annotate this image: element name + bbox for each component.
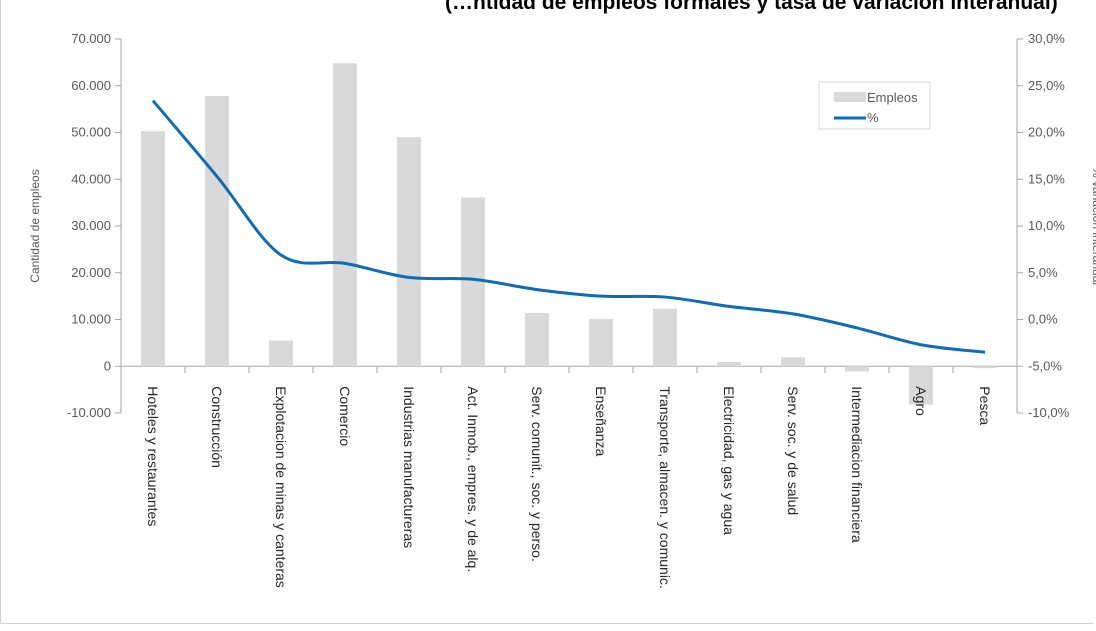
y-tick-label-right: 30,0% (1028, 31, 1065, 46)
bar (269, 340, 293, 367)
x-tick-label: Explotacion de minas y canteras (273, 386, 289, 588)
y-tick-label-left: 50.000 (71, 125, 111, 140)
series-line-pct (151, 99, 986, 354)
bar (461, 197, 485, 367)
bar (397, 137, 421, 367)
bar (909, 366, 933, 405)
y-tick-label-right: 5,0% (1028, 265, 1058, 280)
legend-label-empleos: Empleos (867, 90, 918, 105)
y-tick-label-left: 60.000 (71, 78, 111, 93)
x-tick-label: Electricidad, gas y agua (721, 386, 737, 535)
bar (781, 357, 805, 367)
y-tick-label-left: 30.000 (71, 218, 111, 233)
x-tick-label: Agro (913, 386, 929, 416)
x-tick-label: Serv. comunit., soc. y perso. (529, 386, 545, 562)
x-tick-label: Transporte, almacen. y comunic. (657, 386, 673, 589)
bar (141, 131, 165, 367)
y-axis-title-left: Cantidad de empleos (28, 169, 42, 282)
y-tick-label-right: 20,0% (1028, 125, 1065, 140)
x-tick-label: Serv. soc. y de salud (785, 386, 801, 515)
x-tick-label: Intermediacion financiera (849, 386, 865, 543)
y-tick-label-left: 0 (104, 358, 111, 373)
bar (333, 63, 357, 367)
x-tick-label: Pesca (977, 386, 993, 425)
y-tick-label-left: 20.000 (71, 265, 111, 280)
x-tick-label: Industrias manufactureras (401, 386, 417, 548)
y-tick-label-right: -5,0% (1028, 358, 1062, 373)
y-tick-label-right: 25,0% (1028, 78, 1065, 93)
bar (973, 366, 997, 369)
bar (717, 362, 741, 367)
y-axis-title-right: % variación interanual (1090, 167, 1096, 285)
y-tick-label-right: 15,0% (1028, 171, 1065, 186)
y-tick-label-left: 10.000 (71, 312, 111, 327)
bar (845, 366, 869, 372)
y-tick-label-right: 10,0% (1028, 218, 1065, 233)
bar (589, 319, 613, 367)
bar (525, 312, 549, 367)
bar (653, 308, 677, 367)
legend-swatch-empleos (834, 92, 866, 102)
y-tick-label-left: 70.000 (71, 31, 111, 46)
x-tick-label: Enseñanza (593, 386, 609, 456)
legend-label-pct: % (867, 110, 879, 125)
y-tick-label-left: -10.000 (67, 405, 111, 420)
y-tick-label-right: 0,0% (1028, 312, 1058, 327)
bar (205, 96, 229, 367)
legend-box (818, 81, 931, 130)
y-tick-label-left: 40.000 (71, 171, 111, 186)
x-tick-label: Comercio (337, 386, 353, 446)
x-tick-label: Hoteles y restaurantes (145, 386, 161, 526)
x-tick-label: Construcción (209, 386, 225, 468)
y-tick-label-right: -10,0% (1028, 405, 1070, 420)
x-tick-label: Act. Inmob., empres. y de alq. (465, 386, 481, 572)
chart-title: (…ntidad de empleos formales y tasa de v… (445, 0, 1058, 14)
